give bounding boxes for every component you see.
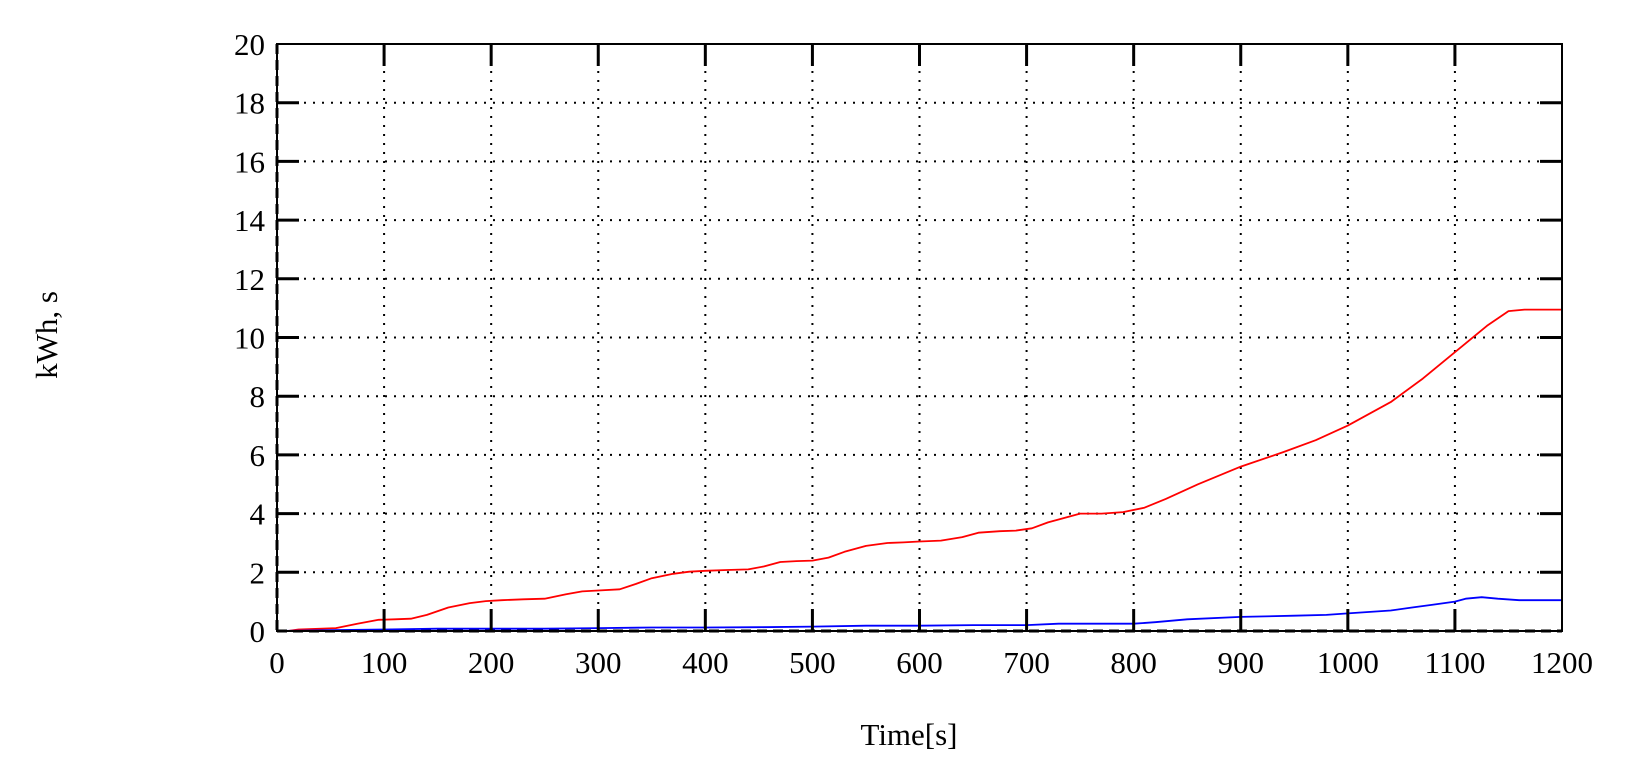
x-tick-label: 1200	[1531, 645, 1593, 680]
plot-frame	[276, 43, 1563, 632]
x-tick-label: 900	[1218, 645, 1265, 680]
tick-marks	[277, 44, 1562, 631]
x-tick-label: 100	[361, 645, 408, 680]
y-tick-labels: 0 2 4 6 8 10 12 14 16 18 20	[234, 27, 266, 649]
x-tick-label: 1100	[1424, 645, 1485, 680]
y-tick-label: 10	[234, 321, 265, 356]
series-line-2	[276, 596, 1562, 632]
y-tick-label: 16	[234, 144, 265, 179]
series-line-1	[277, 308, 1562, 632]
x-tick-label: 500	[789, 645, 836, 680]
x-axis-label: Time[s]	[860, 717, 957, 752]
x-tick-label: 800	[1110, 645, 1157, 680]
y-tick-label: 4	[250, 497, 266, 532]
y-tick-label: 12	[234, 262, 265, 297]
x-tick-label: 600	[896, 645, 943, 680]
x-tick-label: 300	[575, 645, 622, 680]
y-tick-label: 6	[250, 438, 266, 473]
x-tick-label: 700	[1003, 645, 1050, 680]
y-tick-label: 20	[234, 27, 265, 62]
x-tick-labels: 0 100 200 300 400 500 600 700 800 900 1000 1100 1200	[269, 645, 1593, 680]
y-tick-label: 18	[234, 86, 265, 121]
x-tick-label: 200	[468, 645, 515, 680]
y-tick-label: 0	[250, 614, 266, 649]
series-layer	[276, 308, 1562, 632]
y-axis-label: kWh, s	[29, 291, 64, 379]
x-tick-label: 0	[269, 645, 285, 680]
y-tick-label: 14	[234, 203, 266, 238]
y-tick-label: 2	[250, 555, 266, 590]
grid	[275, 44, 1562, 633]
x-tick-label: 400	[682, 645, 729, 680]
y-tick-label: 8	[250, 379, 266, 414]
x-tick-label: 1000	[1317, 645, 1379, 680]
